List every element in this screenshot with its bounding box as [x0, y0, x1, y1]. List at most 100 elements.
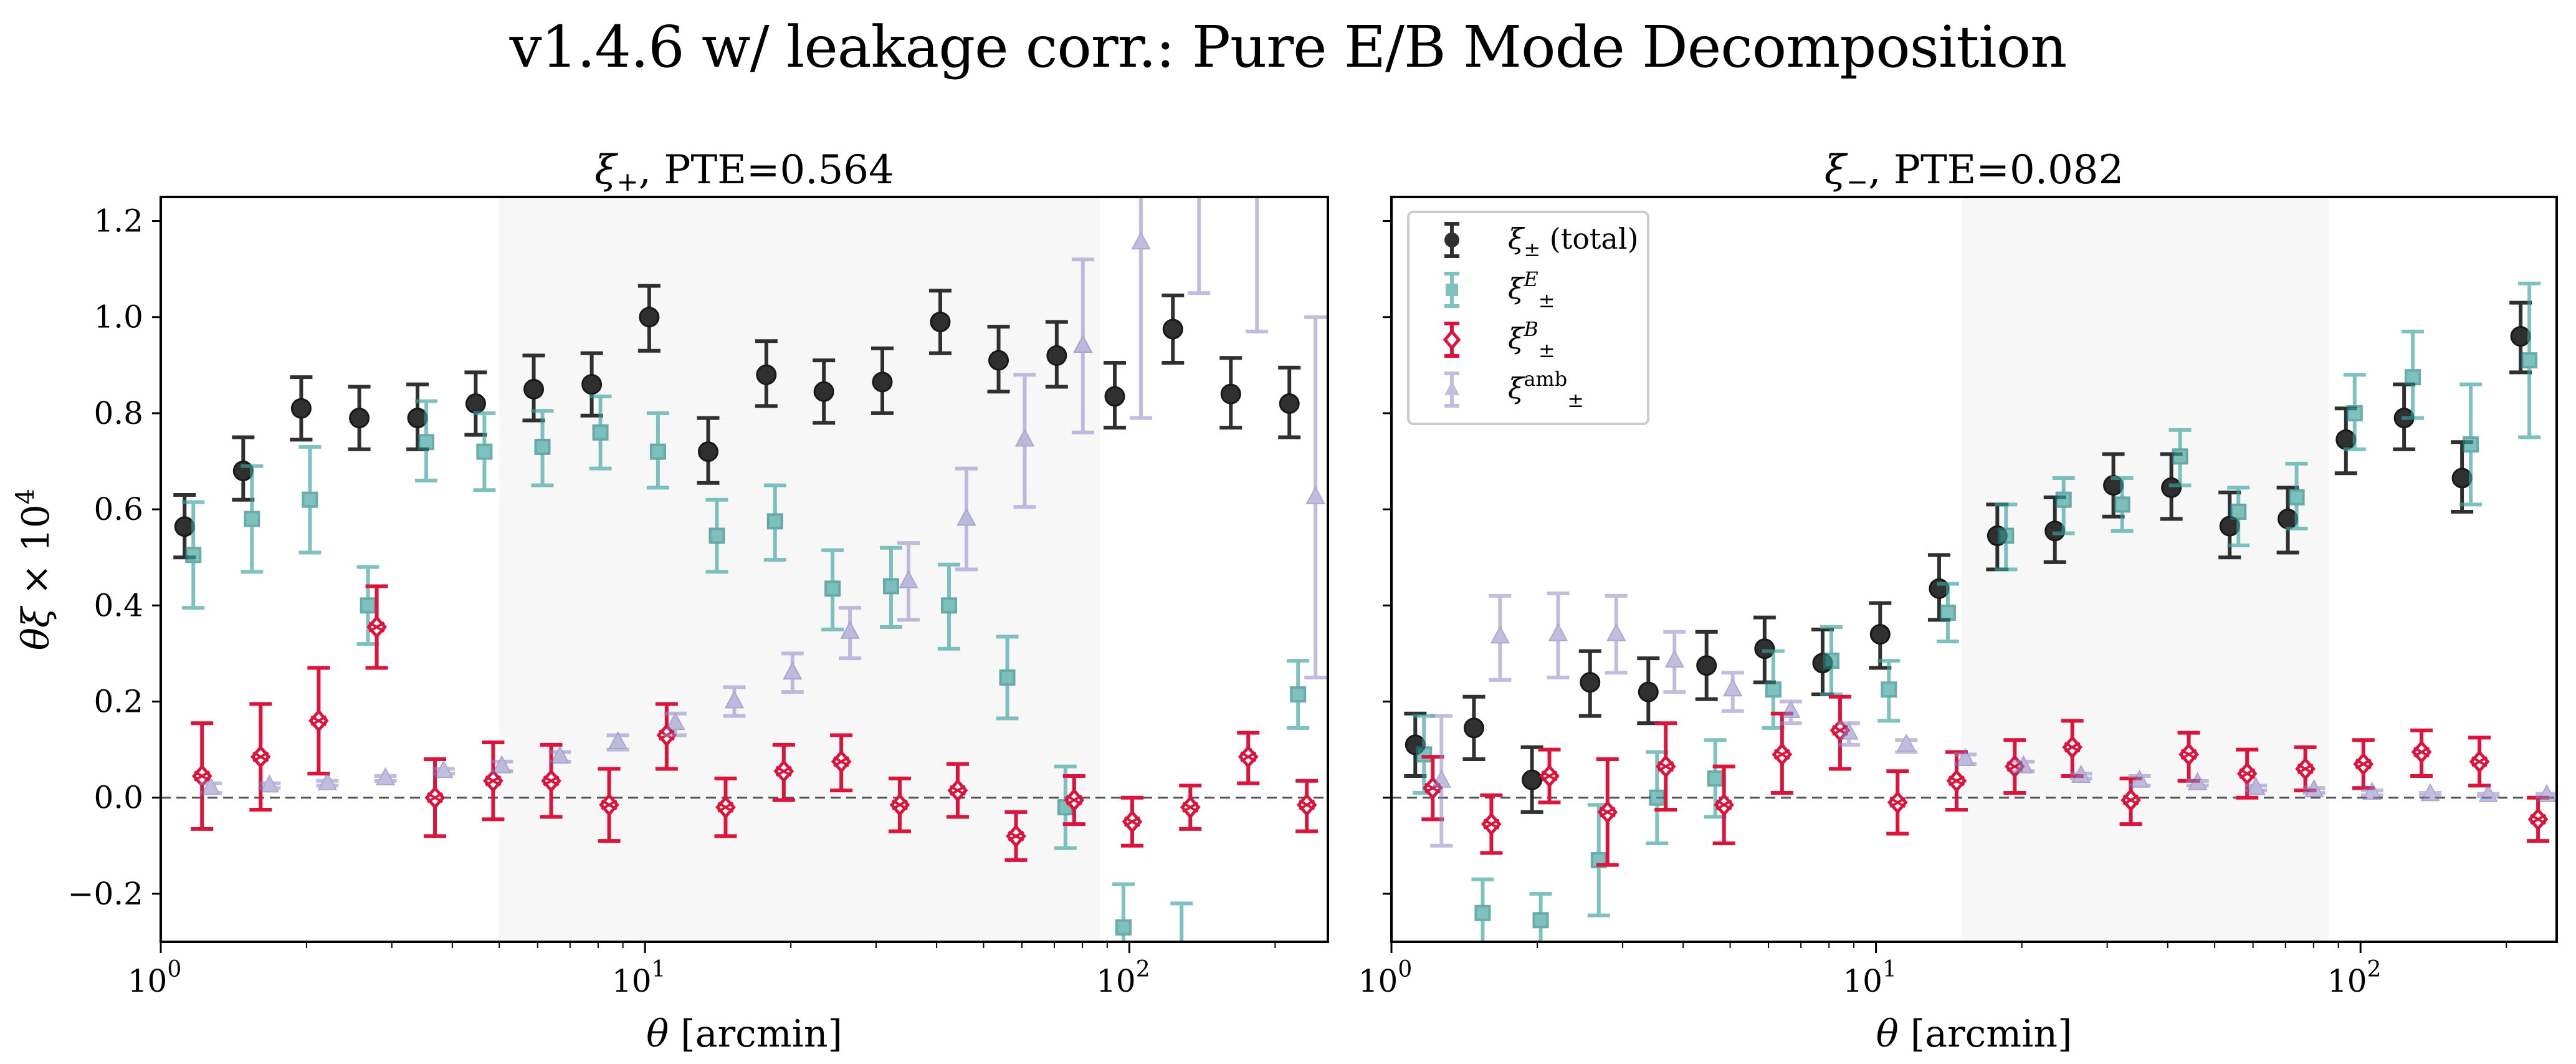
data-point-E	[1936, 582, 1959, 644]
series-amb	[199, 19, 1327, 795]
series-E	[1413, 281, 2541, 942]
marker-square	[2405, 369, 2421, 386]
marker-triangle	[2304, 779, 2324, 798]
marker-x-stroke	[1658, 760, 1674, 772]
marker-triangle	[783, 661, 803, 680]
marker-triangle	[1664, 649, 1684, 668]
data-point-total	[580, 351, 603, 418]
marker-triangle	[1431, 769, 1451, 788]
marker-circle	[2278, 509, 2299, 530]
data-point-E	[879, 545, 902, 630]
data-point-amb	[374, 767, 397, 785]
data-point-B	[307, 666, 330, 776]
data-point-amb	[955, 466, 978, 572]
data-point-B	[1120, 795, 1143, 848]
plot-frame	[1390, 196, 2558, 943]
marker-triangle	[1190, 19, 1208, 35]
data-point-B	[1004, 810, 1028, 862]
marker-x-stroke	[717, 802, 734, 813]
marker-x-stroke	[2471, 756, 2488, 767]
data-point-E	[705, 497, 728, 574]
marker-circle	[1754, 638, 1775, 659]
scale-cut-shaded-region	[499, 197, 1100, 942]
data-point-amb	[897, 541, 920, 622]
y-axis-label: θξ × 104	[11, 489, 58, 650]
marker-triangle	[2478, 784, 2498, 802]
data-point-amb	[2244, 777, 2268, 795]
data-point-amb	[490, 755, 513, 774]
marker-square	[649, 443, 666, 460]
data-point-amb	[2535, 784, 2557, 802]
marker-square	[2172, 448, 2188, 465]
marker-triangle	[317, 772, 338, 790]
marker-circle	[1869, 624, 1891, 645]
marker-x-stroke	[949, 785, 966, 796]
data-point-B	[482, 740, 505, 822]
x-axis-label: θ [arcmin]	[646, 1012, 842, 1056]
marker-triangle	[1548, 623, 1568, 641]
marker-square	[940, 597, 957, 614]
marker-x-stroke	[1066, 794, 1082, 806]
marker-triangle	[2129, 769, 2150, 788]
data-point-total	[1278, 365, 1301, 439]
data-point-amb	[1663, 630, 1686, 694]
data-point-E	[1995, 502, 2018, 572]
data-point-amb	[2302, 779, 2326, 798]
marker-square	[360, 597, 376, 614]
data-point-total	[1637, 656, 1660, 726]
marker-triangle	[1248, 115, 1266, 131]
legend-label-E: ξE±	[1508, 267, 1555, 312]
marker-x-stroke	[1123, 816, 1140, 827]
marker-triangle	[2187, 772, 2208, 790]
data-point-B	[946, 762, 969, 819]
data-point-amb	[781, 651, 804, 694]
y-tick-label: 0.4	[93, 587, 143, 623]
marker-square	[2055, 491, 2072, 508]
legend: ξ± (total) ξE± ξB± ξamb±	[1407, 211, 1649, 425]
data-point-E	[1529, 891, 1552, 942]
data-point-B	[1886, 769, 1909, 836]
data-point-total	[1927, 553, 1950, 622]
marker-circle	[1162, 319, 1183, 340]
y-tick-label: 1.2	[93, 203, 143, 239]
data-point-total	[697, 416, 720, 485]
data-point-E	[937, 562, 960, 651]
data-point-E	[298, 444, 322, 555]
data-point-total	[1578, 649, 1601, 718]
data-point-amb	[1188, 19, 1211, 295]
marker-circle	[697, 441, 718, 463]
data-point-total	[871, 346, 894, 415]
figure-title: v1.4.6 w/ leakage corr.: Pure E/B Mode D…	[509, 14, 2068, 80]
marker-x-stroke	[1541, 770, 1558, 782]
data-point-B	[1062, 774, 1085, 827]
marker-triangle	[724, 690, 745, 709]
marker-triangle	[2537, 784, 2557, 802]
marker-circle	[174, 516, 195, 537]
data-point-B	[772, 742, 795, 802]
data-point-E	[2168, 428, 2192, 487]
data-point-B	[2119, 776, 2142, 827]
legend-marker-total	[1444, 222, 1459, 258]
marker-triangle	[1014, 428, 1035, 447]
marker-circle	[988, 350, 1009, 371]
legend-label-B: ξB±	[1508, 317, 1555, 362]
data-point-B	[1945, 750, 1968, 812]
data-point-E	[2343, 373, 2366, 451]
panel-title: ξ+, PTE=0.564	[594, 147, 894, 197]
data-point-amb	[839, 606, 862, 661]
legend-label-amb: ξamb±	[1508, 367, 1584, 412]
marker-triangle	[550, 745, 570, 764]
data-layer	[1404, 281, 2557, 942]
data-point-amb	[432, 760, 456, 779]
marker-circle	[1046, 345, 1067, 366]
marker-square	[1474, 904, 1491, 921]
marker-circle	[1638, 681, 1659, 702]
data-point-total	[290, 375, 313, 442]
data-point-amb	[2012, 755, 2035, 774]
x-tick-label: 100	[128, 957, 182, 999]
data-point-amb	[664, 711, 687, 737]
data-point-amb	[1430, 714, 1453, 848]
data-point-B	[191, 721, 214, 831]
marker-square	[708, 527, 725, 544]
